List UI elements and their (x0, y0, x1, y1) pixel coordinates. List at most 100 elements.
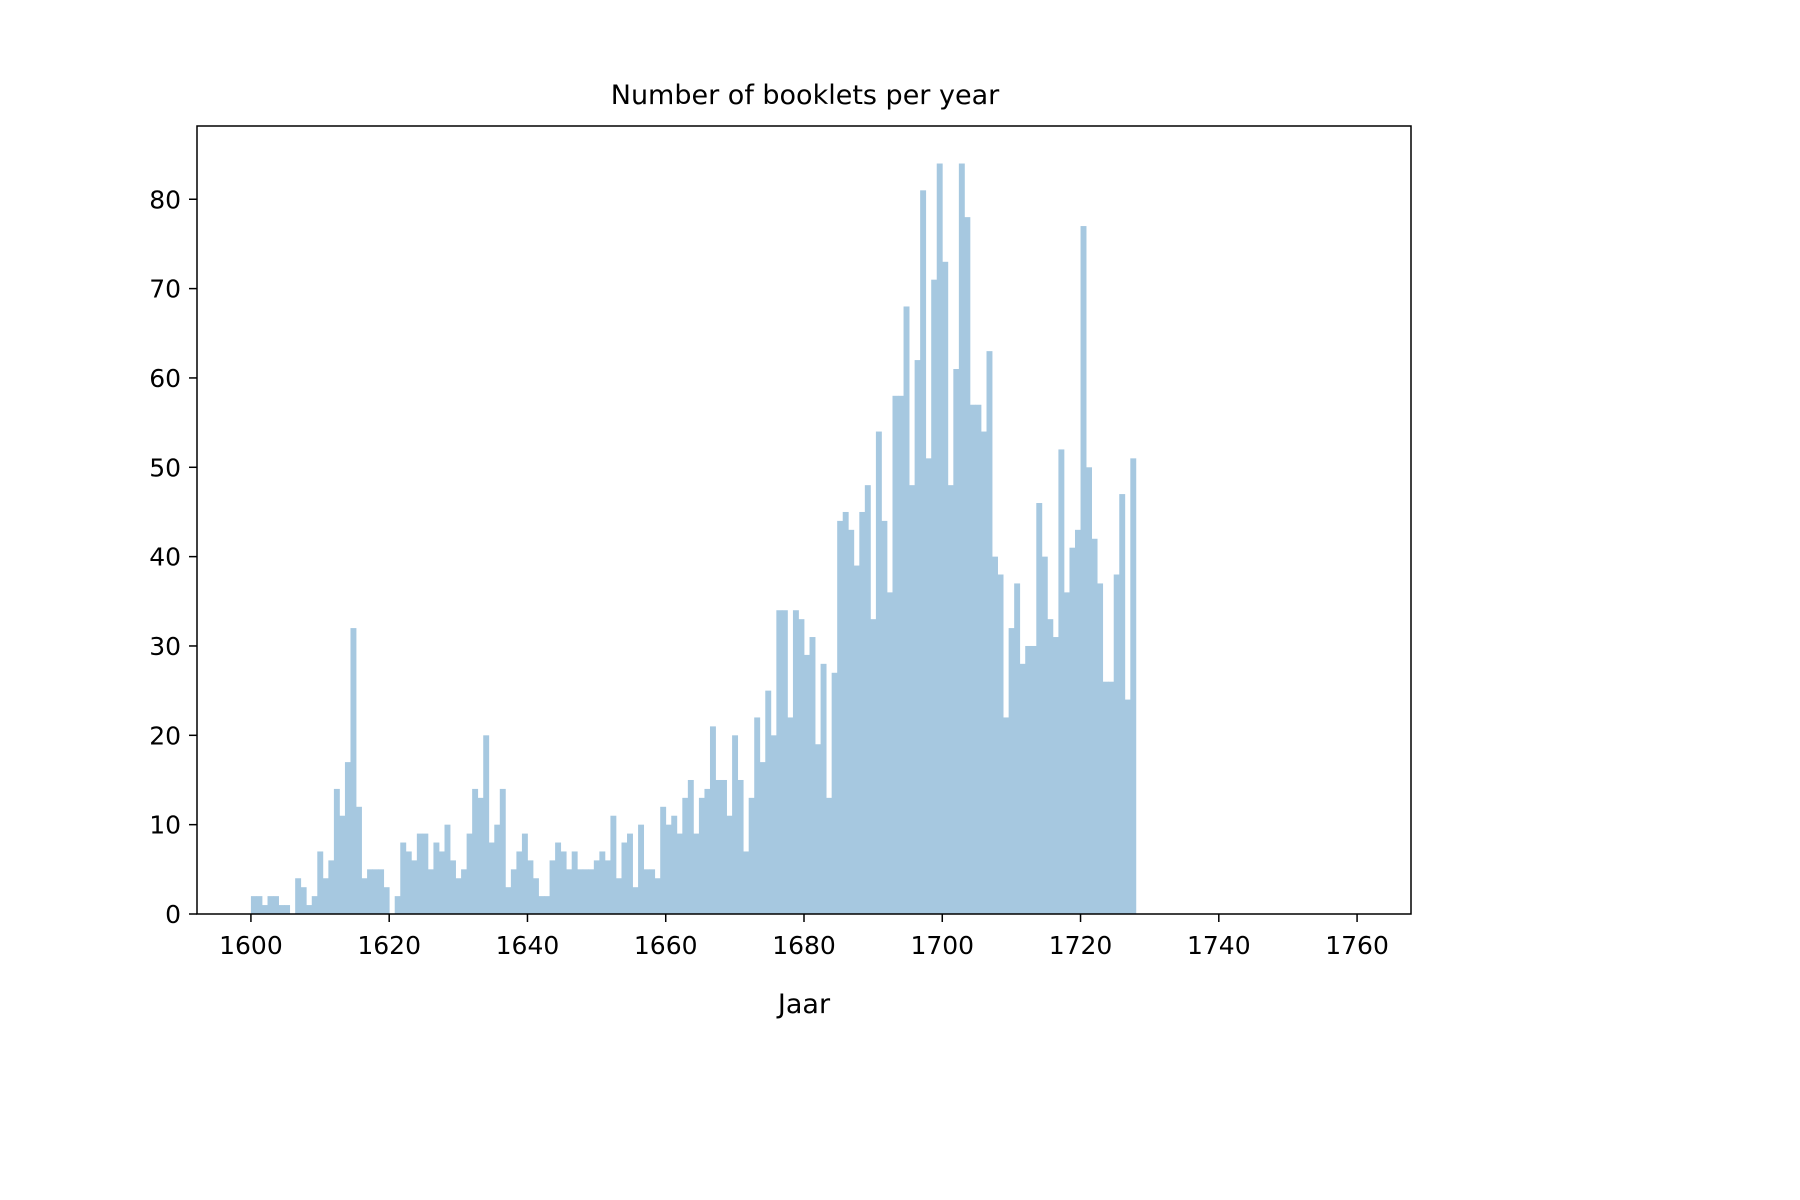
histogram-bar (378, 869, 385, 914)
histogram-bar (394, 896, 401, 914)
histogram-bar (367, 869, 373, 914)
histogram-bar (947, 485, 954, 914)
histogram-bar (1102, 681, 1109, 914)
histogram-bar (781, 610, 788, 914)
histogram-bar (356, 806, 362, 914)
histogram-bar (969, 404, 976, 914)
y-tick-label: 30 (149, 632, 181, 661)
histogram-bar (582, 869, 589, 914)
x-tick-label: 1640 (496, 931, 560, 960)
histogram-bar (892, 395, 899, 914)
histogram-bar (643, 869, 650, 914)
histogram-bar (837, 520, 844, 914)
histogram-bar (859, 511, 866, 914)
histogram-bar (317, 851, 324, 914)
y-tick-label: 80 (149, 185, 181, 214)
y-axis: 0 10 20 30 40 50 60 70 80 (149, 185, 197, 929)
histogram-bar (682, 797, 689, 914)
histogram-bar (942, 261, 949, 914)
histogram-bar (1052, 637, 1059, 914)
histogram-bar (1025, 645, 1032, 914)
histogram-bar (610, 815, 617, 914)
x-axis-label: Jaar (776, 989, 831, 1020)
histogram-bar (516, 851, 523, 914)
chart-title: Number of booklets per year (611, 80, 1000, 111)
histogram-bar (649, 869, 656, 914)
histogram-bar (627, 833, 633, 914)
x-tick-label: 1700 (910, 931, 974, 960)
histogram-bar (444, 824, 451, 914)
histogram-bar (931, 279, 938, 914)
histogram-bar (848, 529, 855, 914)
histogram-bar (433, 842, 440, 914)
histogram-bar (1075, 529, 1081, 914)
histogram-bar (593, 860, 600, 914)
histogram-bar (311, 896, 318, 914)
histogram-bar (256, 896, 263, 914)
histogram-bar (726, 815, 733, 914)
histogram-bar (599, 851, 606, 914)
histogram-bar (1030, 645, 1037, 914)
histogram-bar (278, 905, 285, 914)
histogram-bar (1080, 226, 1087, 914)
histogram-bar (1047, 619, 1054, 914)
histogram-bar (588, 869, 595, 914)
x-tick-label: 1660 (634, 931, 698, 960)
histogram-bar (488, 842, 495, 914)
histogram-bar (660, 806, 667, 914)
histogram-bar (1086, 467, 1092, 914)
y-tick-label: 40 (149, 543, 181, 572)
histogram-bar (372, 869, 379, 914)
histogram-bar (328, 860, 335, 914)
histogram-bar (958, 163, 965, 914)
histogram-bar (698, 797, 705, 914)
histogram-bar (405, 851, 412, 914)
histogram-bar (1036, 503, 1043, 914)
histogram-bar (422, 833, 429, 914)
histogram-bar (914, 360, 921, 915)
histogram-bar (1119, 494, 1126, 914)
histogram-bar (383, 887, 390, 914)
histogram-bar (632, 887, 639, 914)
x-tick-label: 1620 (357, 931, 421, 960)
histogram-bar (344, 762, 351, 914)
histogram-bar (306, 905, 313, 914)
histogram-bar (732, 735, 739, 914)
histogram-bar (261, 905, 268, 914)
histogram-bar (881, 520, 888, 914)
histogram-bar (560, 851, 567, 914)
histogram-bar (505, 887, 512, 914)
histogram-bar (544, 896, 550, 914)
histogram-bar (770, 735, 777, 914)
histogram-bar (804, 654, 810, 914)
histogram-bar (295, 878, 302, 914)
histogram-bar (300, 887, 307, 914)
histogram-bar (1019, 663, 1026, 914)
histogram-bar (665, 824, 672, 914)
histogram-bar (427, 869, 434, 914)
y-tick-label: 50 (149, 453, 181, 482)
histogram-bar (676, 833, 683, 914)
histogram-bar (654, 878, 661, 914)
histogram-bar (671, 815, 678, 914)
histogram-bar (748, 797, 755, 914)
histogram-bar (765, 690, 772, 914)
histogram-bar (1003, 717, 1010, 914)
histogram-bar (333, 788, 340, 914)
histogram-bar (1113, 574, 1120, 914)
histogram-bar (411, 860, 418, 914)
x-axis: 1600 1620 1640 1660 1680 1700 1720 1740 1760 (219, 914, 1389, 960)
histogram-bar (472, 788, 479, 914)
histogram-bar (521, 833, 528, 914)
histogram-bar (787, 717, 794, 914)
histogram-bar (704, 788, 711, 914)
histogram-bar (815, 744, 821, 914)
histogram-bar (997, 574, 1004, 914)
histogram-bar (743, 851, 750, 914)
histogram-bar (267, 896, 274, 914)
histogram-bar (416, 833, 423, 914)
y-tick-label: 0 (165, 900, 181, 929)
histogram-bar (621, 842, 628, 914)
histogram-bar (538, 896, 545, 914)
histogram-bar (853, 565, 860, 914)
